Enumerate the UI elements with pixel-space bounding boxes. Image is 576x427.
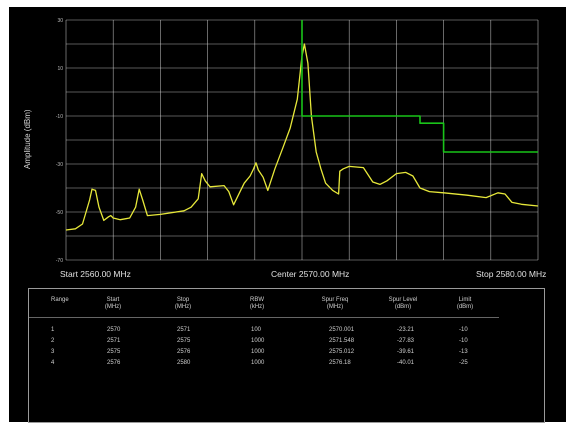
- table-cell-limit: -25: [459, 360, 468, 366]
- spectrum-trace: [65, 43, 539, 231]
- table-cell-spur-level: -27.83: [397, 338, 415, 344]
- table-cell-limit: -13: [459, 349, 468, 355]
- table-cell-start: 2571: [107, 338, 121, 344]
- column-header-rbw: RBW (kHz): [249, 297, 265, 310]
- table-cell-limit: -10: [459, 338, 468, 344]
- table-cell-spur-level: -23.21: [397, 327, 415, 333]
- column-header-spur-freq: Spur Freq (MHz): [321, 297, 349, 310]
- table-cell-stop: 2575: [177, 338, 191, 344]
- table-cell-start: 2570: [107, 327, 121, 333]
- table-cell-stop: 2580: [177, 360, 191, 366]
- spectrum-plot: 30 10 -10 -30 -50 -70 Amplitude (dBm) Start 2…: [9, 7, 566, 287]
- table-cell-spur-freq: 2571.548: [329, 338, 355, 344]
- table-cell-limit: -10: [459, 327, 468, 333]
- limit-line: [301, 20, 538, 153]
- table-cell-spur-level: -39.61: [397, 349, 415, 355]
- table-cell-stop: 2571: [177, 327, 191, 333]
- table-cell-rbw: 100: [251, 327, 262, 333]
- table-cell-range: 2: [51, 338, 55, 344]
- column-header-stop: Stop (MHz): [174, 297, 192, 310]
- y-tick-label: -10: [56, 114, 63, 120]
- table-cell-start: 2575: [107, 349, 121, 355]
- column-header-range: Range: [51, 297, 69, 303]
- table-divider: [29, 317, 499, 318]
- y-tick-label: 10: [57, 66, 63, 72]
- table-cell-range: 3: [51, 349, 55, 355]
- table-cell-spur-freq: 2576.18: [329, 360, 351, 366]
- table-cell-start: 2576: [107, 360, 121, 366]
- spectrum-plot-svg: 30 10 -10 -30 -50 -70: [56, 18, 539, 264]
- table-cell-rbw: 1000: [251, 349, 265, 355]
- x-stop-label: Stop 2580.00 MHz: [476, 269, 547, 279]
- table-cell-range: 1: [51, 327, 55, 333]
- table-cell-spur-freq: 2575.012: [329, 349, 355, 355]
- spectrum-analyzer-panel: 30 10 -10 -30 -50 -70 Amplitude (dBm) Start 2…: [9, 7, 566, 423]
- column-header-limit: Limit (dBm): [456, 297, 474, 310]
- table-cell-spur-freq: 2570.001: [329, 327, 355, 333]
- column-header-start: Start (MHz): [104, 297, 122, 310]
- y-axis-label: Amplitude (dBm): [23, 109, 32, 169]
- table-cell-rbw: 1000: [251, 360, 265, 366]
- y-tick-label: 30: [57, 18, 63, 24]
- table-cell-stop: 2576: [177, 349, 191, 355]
- x-center-label: Center 2570.00 MHz: [271, 269, 350, 279]
- y-tick-label: -50: [56, 210, 63, 216]
- column-header-spur-level: Spur Level (dBm): [388, 297, 418, 310]
- table-cell-range: 4: [51, 360, 55, 366]
- table-cell-spur-level: -40.01: [397, 360, 415, 366]
- y-tick-label: -30: [56, 162, 63, 168]
- spur-results-table: Range Start (MHz) Stop (MHz) RBW (kHz) Spur Fre…: [28, 288, 545, 423]
- table-cell-rbw: 1000: [251, 338, 265, 344]
- x-start-label: Start 2560.00 MHz: [60, 269, 131, 279]
- y-tick-label: -70: [56, 258, 63, 264]
